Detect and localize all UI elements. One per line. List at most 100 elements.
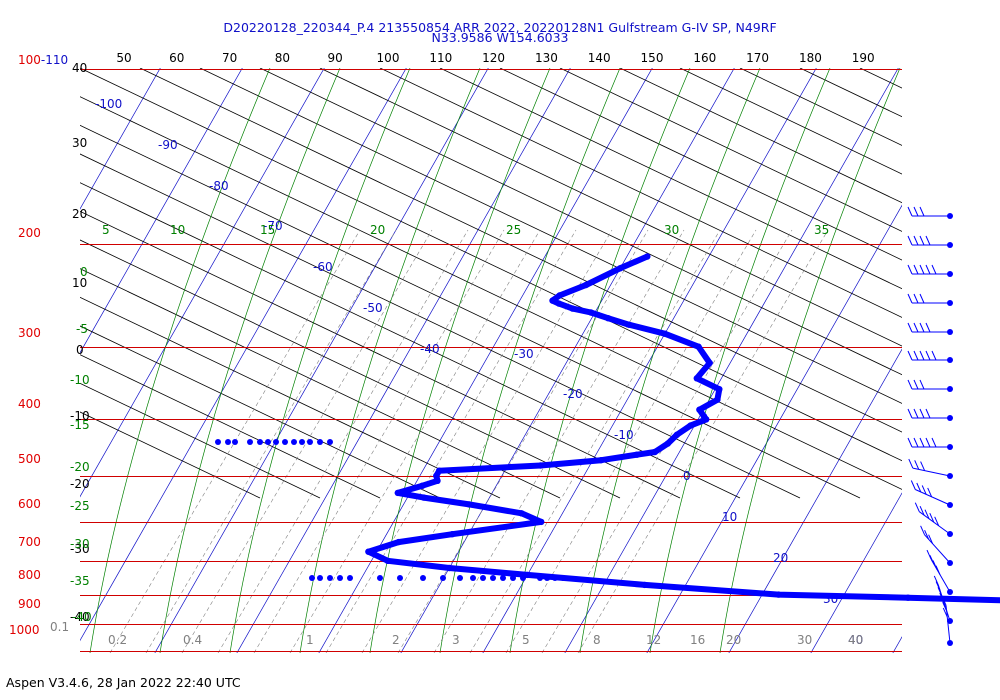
dry-adiabat-line [559, 68, 902, 232]
dewpoint-point [616, 265, 624, 272]
dry-adiabat-line [980, 68, 1000, 498]
wind-barb-icon [941, 595, 953, 646]
height-label: 10 [72, 276, 87, 290]
mixing-ratio-label: 16 [690, 633, 705, 647]
dry-adiabat-line [199, 68, 902, 404]
dewpoint-point [434, 477, 441, 484]
mixing-ratio-label: 5 [522, 633, 530, 647]
wind-barb-feather [942, 601, 948, 612]
wind-barb-feather [919, 350, 925, 361]
wind-barb-feather [925, 322, 931, 333]
wind-barb-feather [907, 293, 913, 304]
isotherm-line [969, 42, 1000, 663]
moist-adiabat-label: -40 [72, 610, 92, 624]
isotherm-label: -50 [363, 301, 383, 315]
dewpoint-point [537, 462, 544, 469]
pressure-label: 1000 [9, 623, 40, 637]
dry-adiabat-line [619, 68, 902, 204]
isotherm-label: 40 [848, 633, 863, 647]
moist-adiabat-label: -20 [70, 460, 90, 474]
mixing-ratio-line [253, 229, 505, 653]
wind-barb-feather [907, 379, 913, 390]
dewpoint-dot [470, 575, 476, 581]
dewpoint-dot [291, 439, 297, 445]
mixing-ratio-line [217, 229, 469, 653]
dry-adiabat-line [80, 124, 861, 499]
dry-adiabat-line [80, 182, 741, 499]
wind-barb-feather [916, 482, 922, 493]
dry-adiabat-line [80, 68, 902, 462]
wind-barb-staff [915, 489, 951, 506]
wind-barb-feather [913, 235, 919, 246]
wind-barb-feather [927, 487, 933, 498]
moist-adiabat-line [649, 68, 831, 653]
dewpoint-dot [317, 575, 323, 581]
wind-barb-icon [907, 379, 953, 392]
isotherm-line [728, 348, 902, 653]
wind-barb-feather [931, 437, 937, 448]
isotherm-label: -10 [614, 428, 634, 442]
dewpoint-dot [500, 575, 506, 581]
dry-adiabat-line [80, 96, 902, 490]
pressure-label: 100-110 [18, 53, 68, 67]
isotherm-line [810, 492, 902, 653]
dewpoint-dot [520, 575, 526, 581]
wind-barb-feather [924, 509, 930, 519]
wind-barb-icon [907, 322, 953, 335]
top-axis-tick: 130 [535, 51, 558, 65]
wind-barb-feather [907, 264, 913, 275]
moist-adiabat-line [509, 68, 691, 653]
mixing-ratio-label: 30 [797, 633, 812, 647]
mixing-ratio-line [325, 229, 577, 653]
isotherm-line [318, 68, 653, 653]
wind-barb-feather [919, 437, 925, 448]
dewpoint-point [633, 451, 641, 458]
dewpoint-dot [490, 575, 496, 581]
wind-barb-feather [932, 560, 938, 570]
wind-barb-feather [920, 525, 926, 536]
wind-barb-feather [910, 480, 916, 490]
dry-adiabat-line [80, 296, 501, 499]
wind-barb-icon [907, 437, 953, 450]
dewpoint-dot [327, 439, 333, 445]
wind-barb-icon [907, 293, 953, 306]
moist-adiabat-label: -25 [70, 499, 90, 513]
mixing-ratio-label: 1 [306, 633, 314, 647]
dewpoint-point [706, 359, 713, 367]
isotherm-line [80, 68, 407, 642]
wind-barb-feather [913, 293, 919, 304]
top-axis-tick: 50 [116, 51, 131, 65]
dewpoint-point [449, 531, 456, 538]
dewpoint-dot [457, 575, 463, 581]
wind-barb-feather [919, 235, 925, 246]
dry-adiabat-line [859, 68, 902, 89]
wind-barb-feather [919, 379, 925, 390]
wind-barb-icon [907, 408, 953, 421]
mixing-ratio-line [181, 229, 433, 653]
moist-adiabat-label: -35 [70, 574, 90, 588]
isotherm-line [892, 636, 902, 653]
isotherm-line [80, 68, 161, 210]
dewpoint-point [446, 564, 453, 572]
wind-barb-feather [925, 264, 931, 275]
dewpoint-dot [440, 575, 446, 581]
wind-barb-icon [907, 206, 953, 219]
pressure-label: 500 [18, 452, 41, 466]
dewpoint-dot [215, 439, 221, 445]
dewpoint-dot [282, 439, 288, 445]
wind-barb-feather [914, 460, 920, 470]
wind-barb-feather [942, 607, 948, 618]
isotherm-line [646, 204, 902, 653]
wind-barb-feather [935, 581, 941, 591]
dewpoint-point [395, 538, 402, 546]
wind-barb-icon [910, 480, 953, 508]
dewpoint-dot [317, 439, 323, 445]
wind-barb-feather [913, 437, 919, 448]
dewpoint-dot [273, 439, 279, 445]
wind-barb-staff [930, 558, 951, 593]
wind-barb-feather [924, 529, 930, 540]
wind-barb-feather [919, 206, 925, 217]
dewpoint-point [465, 501, 473, 508]
moist-adiabat-label: -15 [70, 418, 90, 432]
